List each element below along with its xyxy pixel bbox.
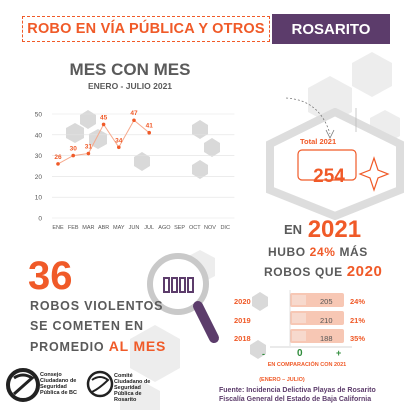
x-tick-label: FEB	[68, 225, 79, 231]
series-line	[57, 119, 150, 165]
violent-line-3: PROMEDIO AL MES	[30, 338, 167, 354]
data-point	[86, 151, 91, 156]
source-line-1: Fuente: Incidencia Delictiva Playas de R…	[219, 387, 376, 394]
x-tick-label: ENE	[52, 225, 64, 231]
data-label: 47	[130, 110, 138, 117]
magnifier-icon	[147, 253, 219, 343]
data-label: 30	[70, 146, 78, 153]
data-label: 34	[115, 137, 123, 144]
data-point	[71, 153, 75, 158]
plus-sign: +	[336, 348, 342, 358]
data-point	[132, 118, 136, 123]
chart-subtitle: ENERO - JULIO 2021	[87, 81, 173, 91]
x-tick-label: NOV	[204, 225, 216, 231]
violent-robbery-text: ROBOS VIOLENTOS SE COMETEN EN PROMEDIO A…	[30, 296, 166, 357]
consejo-logo-text: Consejo Ciudadano de Seguridad Pública d…	[40, 372, 77, 396]
source-line-2: Fiscalía General del Estado de Baja Cali…	[219, 396, 372, 403]
y-tick-label: 50	[35, 112, 43, 119]
x-tick-label: JUL	[144, 225, 154, 231]
minus-sign: -	[262, 349, 265, 359]
chart-title: MES CON MES	[69, 60, 191, 79]
x-tick-label: SEP	[174, 225, 185, 231]
data-label: 31	[85, 144, 93, 151]
data-label: 41	[146, 123, 154, 130]
report-title: ROBO EN VÍA PÚBLICA Y OTROS	[27, 21, 265, 37]
x-tick-label: DIC	[220, 225, 230, 231]
data-point	[56, 162, 60, 166]
x-tick-label: MAY	[113, 225, 125, 231]
x-tick-label: OCT	[189, 225, 201, 231]
municipality-badge: ROSARITO	[272, 14, 390, 44]
violent-line-1: ROBOS VIOLENTOS	[30, 299, 164, 313]
y-tick-label: 40	[35, 132, 43, 139]
x-tick-label: ABR	[98, 225, 109, 231]
total-value: 254	[313, 166, 345, 187]
report-title-box: ROBO EN VÍA PÚBLICA Y OTROS	[22, 16, 270, 42]
arrow-icon	[285, 97, 335, 139]
summary-increase-line: HUBO 24% MÁS	[268, 245, 368, 259]
comite-logo-icon	[86, 370, 114, 398]
sparkle-icon	[358, 156, 390, 192]
comparison-chart	[270, 290, 352, 348]
total-hexagon	[266, 108, 404, 220]
data-point	[101, 122, 106, 127]
y-tick-label: 0	[38, 216, 42, 223]
comparison-caption: EN COMPARACIÓN CON 2021	[267, 362, 347, 368]
x-tick-label: AGO	[158, 225, 171, 231]
zero-marker: 0	[297, 348, 303, 359]
data-label: 26	[54, 154, 62, 161]
municipality-name: ROSARITO	[291, 20, 371, 38]
monthly-line-chart: 0 10 20 30 40 50 ENE FEB MAR ABR MAY JUN JUL AGO SEP OC…	[35, 110, 235, 231]
data-point	[117, 145, 121, 150]
data-point	[147, 130, 151, 135]
y-tick-label: 30	[35, 153, 43, 160]
y-tick-label: 20	[35, 174, 43, 181]
violent-line-2: SE COMETEN EN	[30, 319, 144, 333]
x-tick-label: JUN	[129, 225, 140, 231]
comite-logo-text: Comité Ciudadano de Seguridad Pública de…	[114, 373, 151, 403]
violent-robbery-count: 36	[28, 254, 73, 298]
summary-year-line: EN 2021	[284, 216, 362, 243]
bar-chart-icon	[163, 277, 194, 293]
comparison-range: (ENERO – JULIO)	[259, 377, 305, 383]
x-tick-label: MAR	[82, 225, 94, 231]
y-tick-label: 10	[35, 195, 43, 202]
summary-compare-line: ROBOS QUE 2020	[264, 263, 383, 280]
total-label: Total 2021	[300, 137, 337, 146]
consejo-logo-icon	[6, 368, 40, 402]
data-label: 45	[100, 114, 108, 121]
